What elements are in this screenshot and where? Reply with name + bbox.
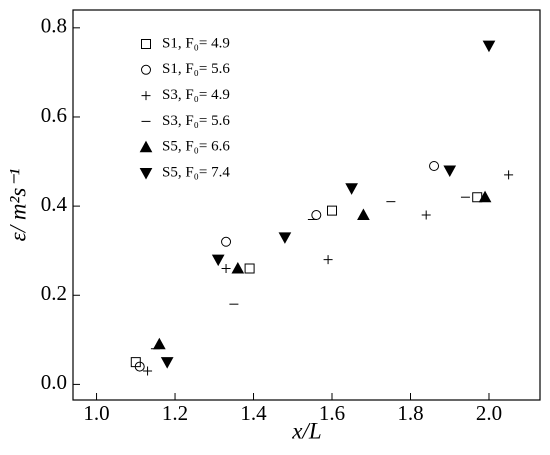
legend-label: S5, F₀= 6.6 bbox=[162, 139, 230, 155]
point bbox=[443, 165, 457, 177]
legend-marker bbox=[141, 91, 151, 101]
point bbox=[244, 263, 255, 274]
plot-frame bbox=[72, 9, 541, 401]
y-tick-label: 0.8 bbox=[41, 14, 67, 38]
x-tick-label: 1.2 bbox=[162, 401, 188, 425]
legend-label: S1, F₀= 4.9 bbox=[162, 35, 230, 51]
x-tick-label: 1.6 bbox=[319, 401, 345, 425]
point bbox=[482, 40, 496, 53]
point bbox=[134, 361, 145, 372]
legend-label: S5, F₀= 7.4 bbox=[162, 164, 230, 180]
point bbox=[160, 357, 174, 369]
point bbox=[345, 183, 358, 195]
x-tick-label: 1.4 bbox=[240, 401, 267, 425]
point bbox=[504, 170, 514, 180]
legend-label: S3, F₀= 5.6 bbox=[162, 113, 230, 129]
y-tick-label: 0.4 bbox=[41, 192, 68, 216]
point bbox=[478, 190, 492, 203]
legend-label: S1, F₀= 5.6 bbox=[162, 61, 230, 77]
x-tick-label: 2.0 bbox=[476, 401, 502, 425]
y-tick-label: 0.2 bbox=[41, 281, 67, 305]
legend-marker bbox=[139, 140, 153, 153]
legend-marker bbox=[139, 168, 153, 180]
point bbox=[421, 210, 431, 220]
y-axis-title: ε/ m²s⁻¹ bbox=[5, 169, 30, 242]
x-tick-label: 1.8 bbox=[397, 401, 423, 425]
legend-label: S3, F₀= 4.9 bbox=[162, 87, 230, 103]
point bbox=[221, 236, 232, 247]
point bbox=[152, 337, 166, 350]
point bbox=[130, 357, 141, 368]
x-tick-label: 1.0 bbox=[83, 401, 109, 425]
point bbox=[311, 210, 322, 221]
point bbox=[323, 255, 333, 265]
y-tick-label: 0.6 bbox=[41, 103, 67, 127]
point bbox=[429, 161, 440, 171]
legend-marker bbox=[141, 64, 151, 75]
point bbox=[231, 261, 245, 274]
point bbox=[278, 232, 292, 244]
point bbox=[327, 205, 338, 216]
point bbox=[211, 254, 225, 267]
legend-marker bbox=[141, 39, 151, 49]
point bbox=[221, 264, 231, 274]
x-axis-title: x/L bbox=[291, 418, 321, 443]
y-tick-label: 0.0 bbox=[41, 370, 67, 394]
point bbox=[357, 208, 370, 221]
point bbox=[143, 366, 153, 376]
